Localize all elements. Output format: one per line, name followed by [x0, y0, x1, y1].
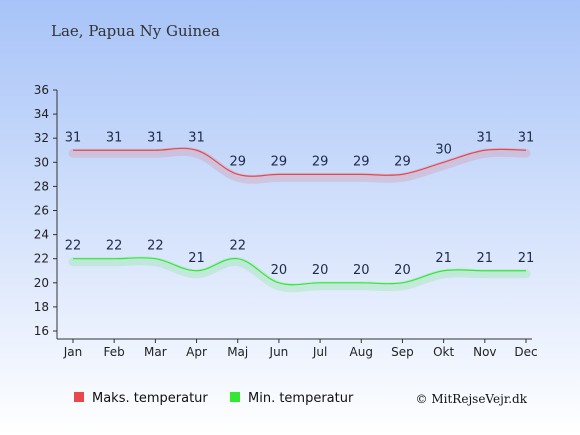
- data-label: 21: [518, 251, 535, 266]
- data-label: 22: [147, 239, 164, 254]
- legend-label-0: Maks. temperatur: [92, 391, 208, 406]
- x-tick-label: Feb: [104, 345, 125, 359]
- series-lines: [73, 147, 527, 286]
- data-label: 22: [106, 239, 123, 254]
- x-tick-label: Jan: [63, 345, 83, 359]
- axes: 16 18 20 22 24 26 28 30 32 34 36 Jan Feb Mar Apr Maj Jun…: [34, 83, 538, 359]
- series-band-1: [68, 256, 531, 293]
- data-label: 31: [477, 130, 494, 145]
- y-tick-label: 30: [34, 155, 49, 169]
- series-line-1: [73, 257, 526, 286]
- data-label: 29: [312, 154, 329, 169]
- y-tick-label: 32: [34, 131, 49, 145]
- x-tick-label: Maj: [227, 345, 248, 359]
- data-label: 21: [435, 251, 452, 266]
- series-band-0: [68, 146, 531, 184]
- legend-label-1: Min. temperatur: [248, 391, 354, 406]
- y-tick-label: 34: [34, 107, 49, 121]
- data-label: 29: [229, 154, 246, 169]
- data-label: 31: [65, 130, 82, 145]
- y-tick-label: 36: [34, 83, 49, 97]
- x-tick-label: Jul: [312, 345, 327, 359]
- x-tick-label: Aug: [350, 345, 373, 359]
- y-tick-label: 16: [34, 324, 49, 338]
- y-tick-label: 22: [34, 252, 49, 266]
- x-tick-label: Mar: [144, 345, 167, 359]
- x-tick-label: Dec: [514, 345, 537, 359]
- credit-text: © MitRejseVejr.dk: [416, 392, 528, 406]
- data-label: 20: [271, 263, 288, 278]
- y-tick-label: 24: [34, 228, 49, 242]
- data-label: 31: [147, 130, 164, 145]
- data-label: 31: [106, 130, 123, 145]
- x-tick-label: Sep: [391, 345, 414, 359]
- series-bands: [68, 146, 531, 293]
- y-tick-label: 18: [34, 300, 49, 314]
- data-label: 22: [65, 239, 82, 254]
- data-label: 22: [229, 239, 246, 254]
- data-label: 20: [312, 263, 329, 278]
- x-tick-label: Okt: [433, 345, 454, 359]
- y-tick-label: 20: [34, 276, 49, 290]
- legend: Maks. temperatur Min. temperatur: [74, 391, 354, 406]
- data-label: 21: [477, 251, 494, 266]
- data-label: 21: [188, 251, 205, 266]
- data-labels: 31 31 31 31 29 29 29 29 29 30 31 31 22 22 22 21 22 20 20 20…: [65, 130, 535, 278]
- legend-swatch-1: [230, 392, 240, 402]
- data-label: 30: [435, 142, 452, 157]
- x-tick-label: Jun: [269, 345, 289, 359]
- data-label: 31: [188, 130, 205, 145]
- data-label: 29: [394, 154, 411, 169]
- data-label: 20: [394, 263, 411, 278]
- data-label: 29: [353, 154, 370, 169]
- data-label: 31: [518, 130, 535, 145]
- data-label: 29: [271, 154, 288, 169]
- chart-title: Lae, Papua Ny Guinea: [51, 22, 220, 40]
- y-tick-label: 26: [34, 204, 49, 218]
- x-tick-label: Nov: [473, 345, 496, 359]
- legend-swatch-0: [74, 392, 84, 402]
- y-tick-label: 28: [34, 179, 49, 193]
- x-tick-label: Apr: [186, 345, 207, 359]
- data-label: 20: [353, 263, 370, 278]
- series-line-0: [73, 147, 527, 177]
